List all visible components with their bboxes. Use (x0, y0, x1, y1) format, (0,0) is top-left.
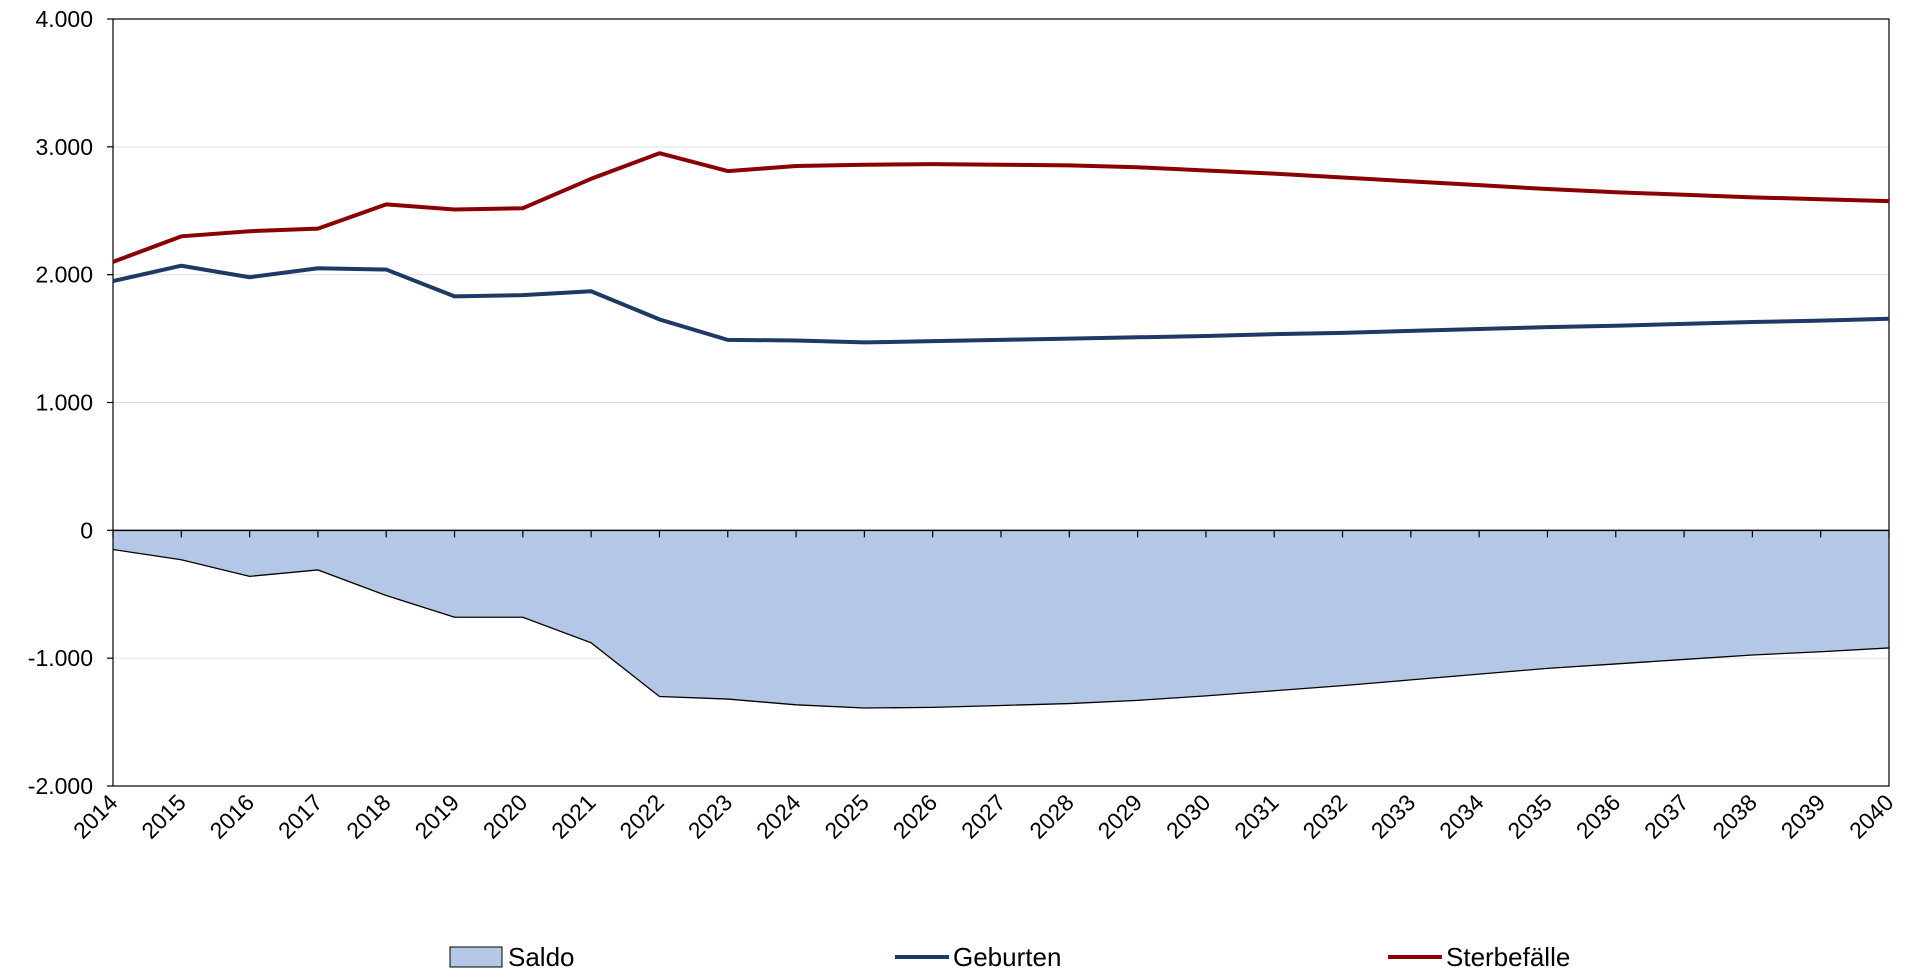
x-tick-label: 2020 (478, 789, 533, 844)
y-tick-label: 1.000 (35, 390, 93, 416)
y-tick-label: 0 (80, 517, 93, 543)
line (112, 263, 1890, 345)
x-tick-label: 2036 (1571, 789, 1626, 844)
area (113, 530, 1889, 709)
legend: Saldo Geburten Sterbefälle (449, 942, 1570, 971)
x-tick-label: 2021 (546, 789, 601, 844)
x-tick-label: 2037 (1639, 789, 1694, 844)
x-tick-label: 2019 (410, 789, 465, 844)
x-tick-label: 2015 (136, 789, 191, 844)
y-tick-label: -2.000 (28, 773, 93, 799)
legend-swatch (449, 946, 503, 968)
x-tick-label: 2038 (1707, 789, 1762, 844)
y-tick-label: 3.000 (35, 134, 93, 160)
legend-label: Saldo (508, 942, 575, 971)
x-tick-label: 2027 (956, 789, 1011, 844)
x-tick-label: 2018 (341, 789, 396, 844)
x-tick-label: 2035 (1502, 789, 1557, 844)
x-tick-label: 2029 (1093, 789, 1148, 844)
x-tick-label: 2022 (614, 789, 669, 844)
x-tick-label: 2034 (1434, 789, 1489, 844)
x-tick-label: 2032 (1298, 789, 1353, 844)
legend-label: Sterbefälle (1446, 942, 1570, 971)
y-tick-label: -1.000 (28, 645, 93, 671)
x-tick-label: 2023 (683, 789, 738, 844)
x-tick-label: 2025 (819, 789, 874, 844)
x-tick-label: 2033 (1366, 789, 1421, 844)
area-outline (112, 548, 1890, 709)
y-tick-label: 2.000 (35, 262, 93, 288)
x-tick-label: 2017 (273, 789, 328, 844)
legend-label: Geburten (953, 942, 1061, 971)
x-tick-label: 2028 (1024, 789, 1079, 844)
x-tick-label: 2024 (751, 789, 806, 844)
x-tick-label: 2031 (1229, 789, 1284, 844)
plot-frame (112, 18, 1890, 787)
x-tick-label: 2039 (1776, 789, 1831, 844)
x-tick-label: 2026 (888, 789, 943, 844)
x-tick-label: 2016 (205, 789, 260, 844)
line (112, 151, 1890, 264)
x-tick-label: 2030 (1161, 789, 1216, 844)
x-tick-label: 2040 (1844, 789, 1899, 844)
y-tick-label: 4.000 (35, 6, 93, 32)
